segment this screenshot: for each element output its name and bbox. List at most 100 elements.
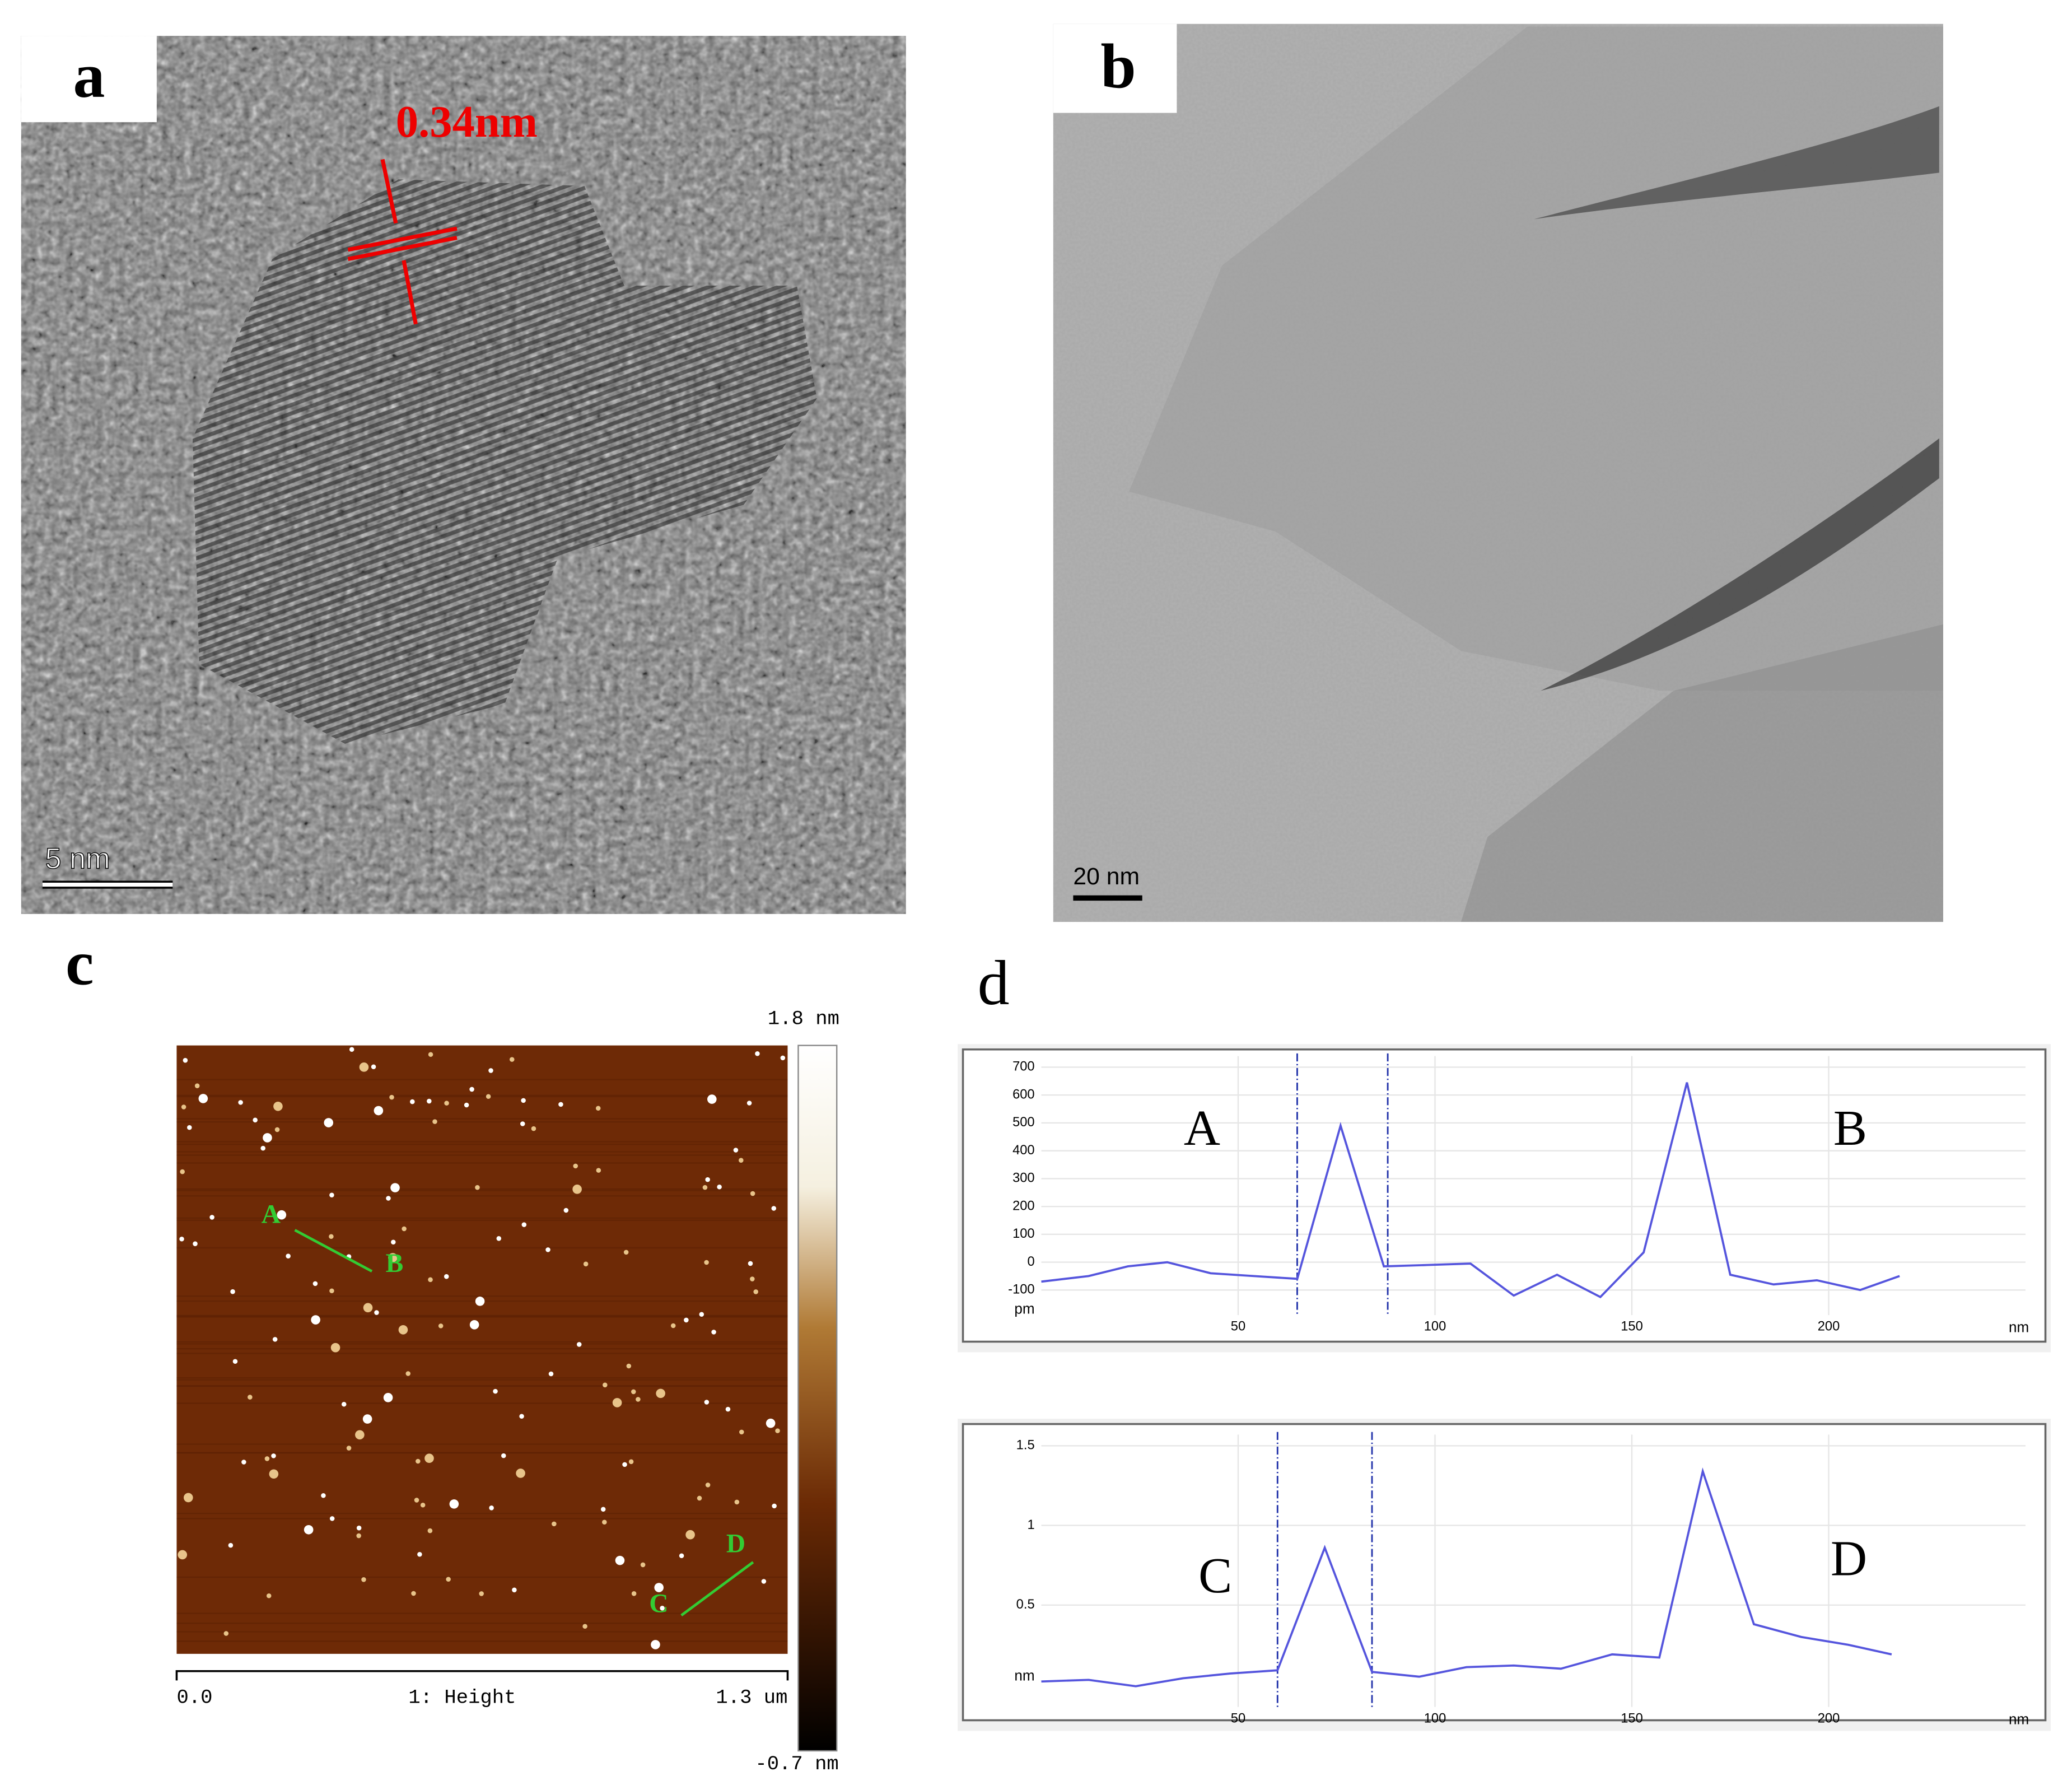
particle (427, 1528, 433, 1533)
x-start: 0.0 (176, 1686, 212, 1709)
particle (324, 1118, 334, 1127)
particle (684, 1317, 689, 1323)
particle (612, 1398, 622, 1407)
particle (725, 1406, 731, 1412)
particle (780, 1055, 786, 1061)
particle (362, 1414, 372, 1424)
particle (238, 1100, 243, 1105)
particle (266, 1593, 272, 1598)
afm-axis (175, 1670, 789, 1681)
x-tick-label: 100 (1424, 1320, 1446, 1334)
particle (748, 1261, 753, 1266)
color-bar (797, 1045, 838, 1752)
particle (746, 1101, 752, 1106)
color-bar-max: 1.8 nm (768, 1008, 839, 1031)
particle (603, 1382, 608, 1388)
spacing-label: 0.34nm (396, 97, 538, 147)
particle (183, 1493, 193, 1503)
x-tick-label: 200 (1818, 1320, 1840, 1334)
profile-line (680, 1561, 754, 1617)
particle (750, 1276, 755, 1281)
particle (670, 1323, 676, 1328)
particle (548, 1371, 554, 1377)
particle (374, 1106, 384, 1116)
particle (329, 1192, 334, 1198)
particle (595, 1106, 601, 1111)
particle (424, 1453, 434, 1463)
particle (509, 1057, 515, 1062)
chart-area (962, 1423, 2047, 1722)
particle (383, 1393, 393, 1402)
particle (711, 1330, 716, 1335)
particle (521, 1098, 526, 1103)
x-tick-label: 150 (1621, 1320, 1643, 1334)
particle (750, 1191, 755, 1196)
y-tick-label: 1 (1027, 1518, 1034, 1532)
particle (271, 1453, 276, 1458)
particle (475, 1185, 480, 1190)
particle (615, 1555, 625, 1565)
particle (623, 1250, 629, 1255)
particle (183, 1057, 188, 1063)
fold (1534, 106, 1939, 220)
panel-label: d (978, 948, 1010, 1018)
particle (521, 1222, 527, 1227)
particle (241, 1460, 246, 1465)
y-tick-label: 700 (1012, 1060, 1035, 1074)
particle (626, 1363, 632, 1369)
particle (274, 1127, 280, 1132)
particle (501, 1453, 506, 1458)
point-label: C (649, 1589, 668, 1618)
particle (444, 1274, 449, 1279)
profile-line (1041, 1467, 1892, 1688)
profile-line (1041, 1082, 1900, 1299)
particle (717, 1184, 722, 1190)
particle (356, 1525, 362, 1531)
x-tick-label: 100 (1424, 1711, 1446, 1726)
particle (346, 1446, 352, 1451)
particle (704, 1400, 710, 1405)
particle (388, 1253, 398, 1262)
particle (753, 1289, 758, 1294)
particle (496, 1236, 502, 1241)
y-tick-label: 100 (1012, 1227, 1035, 1241)
particle (679, 1553, 684, 1558)
particle (576, 1342, 582, 1347)
particle (355, 1430, 365, 1440)
particle (311, 1315, 320, 1325)
particle (286, 1253, 291, 1258)
particle (260, 1145, 265, 1151)
y-tick-label: 200 (1012, 1199, 1035, 1213)
particle (411, 1591, 416, 1596)
particle (469, 1087, 474, 1092)
particle (631, 1389, 636, 1395)
particle (705, 1177, 710, 1182)
particle (640, 1562, 646, 1568)
particle (493, 1388, 498, 1394)
particle (228, 1542, 234, 1548)
particle (341, 1402, 347, 1407)
particle (304, 1525, 314, 1535)
particle (428, 1277, 433, 1283)
particle (371, 1064, 376, 1070)
particle (766, 1418, 776, 1428)
particle (600, 1507, 606, 1512)
particle (179, 1236, 184, 1242)
particle (486, 1094, 491, 1099)
particle (582, 1624, 587, 1629)
point-label: A (1184, 1101, 1220, 1156)
panel-label: a (73, 40, 105, 111)
particle (209, 1215, 214, 1220)
particle (356, 1533, 361, 1539)
point-label: C (1198, 1548, 1232, 1603)
particle (391, 1239, 396, 1245)
panel-a: a 0.34nm 5 nm (21, 36, 906, 914)
particle (180, 1169, 185, 1174)
particle (359, 1062, 369, 1072)
particle (432, 1119, 437, 1124)
particle (775, 1428, 780, 1433)
particle (739, 1429, 744, 1435)
particle (531, 1126, 536, 1131)
particle (475, 1297, 485, 1306)
particle (704, 1260, 709, 1265)
